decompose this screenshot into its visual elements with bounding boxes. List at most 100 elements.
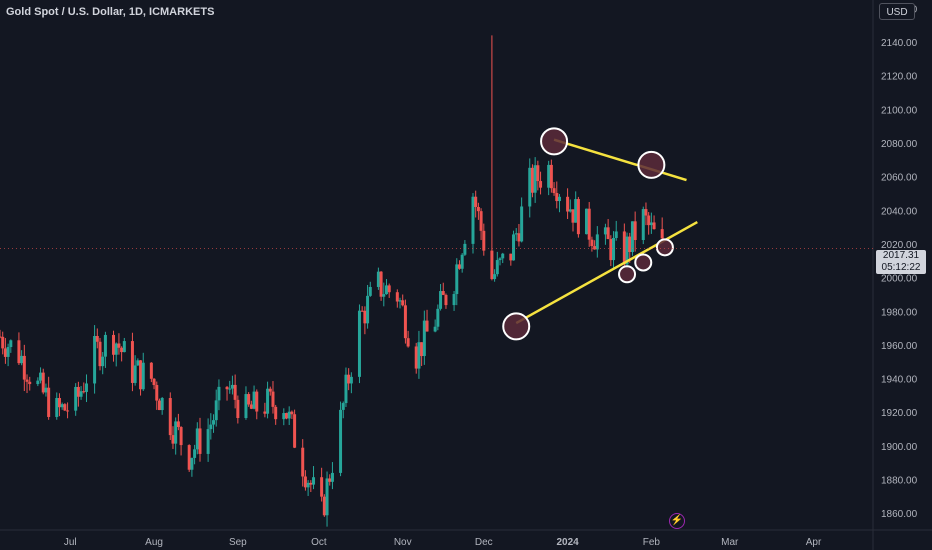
candle-body bbox=[376, 271, 380, 287]
candle-body bbox=[103, 334, 107, 357]
candle-body bbox=[74, 386, 78, 411]
candle-body bbox=[309, 482, 313, 485]
currency-button[interactable]: USD bbox=[879, 3, 915, 20]
candle-body bbox=[490, 250, 494, 280]
candle-body bbox=[6, 347, 10, 357]
candle-body bbox=[574, 199, 578, 223]
candle-body bbox=[339, 409, 343, 473]
candle-body bbox=[236, 399, 240, 418]
y-tick-label: 2040.00 bbox=[881, 206, 918, 217]
y-tick-label: 2020.00 bbox=[881, 240, 918, 251]
candle-body bbox=[649, 222, 653, 226]
pivot-marker bbox=[634, 253, 653, 272]
candle-body bbox=[401, 300, 405, 306]
x-tick-label: Mar bbox=[721, 537, 739, 548]
candle-body bbox=[230, 384, 234, 389]
candle-body bbox=[112, 334, 116, 355]
y-tick-label: 2060.00 bbox=[881, 173, 918, 184]
candle-body bbox=[509, 253, 513, 261]
y-tick-label: 2000.00 bbox=[881, 274, 918, 285]
candle-body bbox=[349, 376, 353, 384]
x-tick-label: Jul bbox=[64, 537, 77, 548]
candle-body bbox=[133, 365, 137, 383]
y-tick-label: 2080.00 bbox=[881, 139, 918, 150]
candle-body bbox=[471, 196, 475, 244]
candle-body bbox=[244, 394, 248, 418]
candle-body bbox=[60, 404, 64, 408]
candle-body bbox=[625, 236, 629, 265]
candle-body bbox=[395, 292, 399, 302]
y-tick-label: 2140.00 bbox=[881, 38, 918, 49]
candle-body bbox=[571, 209, 575, 223]
x-tick-label: Apr bbox=[806, 537, 822, 548]
candle-body bbox=[330, 472, 334, 482]
candle-body bbox=[520, 206, 524, 242]
y-tick-label: 1900.00 bbox=[881, 442, 918, 453]
candle-body bbox=[517, 233, 521, 242]
candle-body bbox=[439, 291, 443, 309]
candle-body bbox=[530, 167, 534, 193]
candle-body bbox=[476, 206, 480, 212]
candle-body bbox=[171, 435, 175, 444]
candle-body bbox=[139, 360, 143, 390]
candle-body bbox=[455, 264, 459, 295]
candle-body bbox=[344, 374, 348, 404]
x-tick-label: Feb bbox=[643, 537, 661, 548]
candle-body bbox=[420, 342, 424, 357]
last-price-value: 2017.31 bbox=[882, 250, 920, 261]
candle-body bbox=[495, 260, 499, 275]
candle-body bbox=[493, 274, 497, 280]
candle-body bbox=[417, 342, 421, 369]
candle-body bbox=[422, 320, 426, 357]
candle-body bbox=[3, 348, 7, 357]
pivot-marker bbox=[637, 150, 666, 179]
candle-body bbox=[217, 386, 221, 401]
candle-body bbox=[209, 424, 213, 430]
x-tick-label: Dec bbox=[475, 537, 493, 548]
x-tick-label: 2024 bbox=[556, 537, 579, 548]
candle-body bbox=[528, 167, 532, 207]
candle-body bbox=[552, 188, 556, 194]
candle-body bbox=[379, 271, 383, 297]
lightning-icon[interactable]: ⚡ bbox=[669, 513, 685, 529]
candle-body bbox=[595, 234, 599, 250]
candle-body bbox=[122, 341, 126, 353]
candle-body bbox=[547, 164, 551, 188]
candle-body bbox=[79, 391, 83, 397]
candle-body bbox=[55, 398, 59, 417]
candle-body bbox=[301, 447, 305, 477]
candle-body bbox=[228, 388, 232, 390]
candle-body bbox=[641, 209, 645, 241]
candle-body bbox=[47, 387, 51, 417]
candle-body bbox=[1, 336, 5, 349]
candle-body bbox=[263, 411, 267, 414]
candle-body bbox=[644, 209, 648, 216]
candle-body bbox=[555, 193, 559, 202]
candle-body bbox=[609, 239, 613, 261]
candle-body bbox=[652, 222, 656, 230]
candle-body bbox=[406, 338, 410, 347]
candle-body bbox=[566, 196, 570, 212]
candle-body bbox=[482, 230, 486, 251]
candle-body bbox=[195, 428, 199, 450]
candle-body bbox=[193, 449, 197, 458]
candle-body bbox=[498, 258, 502, 261]
candle-body bbox=[603, 227, 607, 235]
candle-body bbox=[576, 199, 580, 235]
candle-body bbox=[206, 429, 210, 454]
pivot-marker bbox=[502, 312, 531, 341]
candle-body bbox=[168, 398, 172, 436]
candle-body bbox=[460, 254, 464, 269]
candle-body bbox=[233, 384, 237, 400]
candle-body bbox=[425, 320, 429, 332]
candle-body bbox=[384, 285, 388, 295]
candle-body bbox=[141, 362, 145, 390]
y-tick-label: 1880.00 bbox=[881, 476, 918, 487]
candle-body bbox=[479, 211, 483, 231]
pivot-marker bbox=[655, 238, 674, 257]
candle-body bbox=[303, 476, 307, 488]
candle-body bbox=[268, 388, 272, 392]
candle-body bbox=[214, 400, 218, 421]
candle-body bbox=[436, 308, 440, 327]
